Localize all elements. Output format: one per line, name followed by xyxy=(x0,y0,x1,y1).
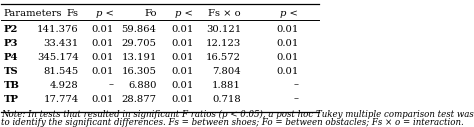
Text: 59.864: 59.864 xyxy=(122,25,157,34)
Text: p <: p < xyxy=(281,9,298,18)
Text: 81.545: 81.545 xyxy=(44,67,79,76)
Text: 0.718: 0.718 xyxy=(212,95,241,104)
Text: 30.121: 30.121 xyxy=(206,25,241,34)
Text: Fo: Fo xyxy=(144,9,157,18)
Text: Fs × o: Fs × o xyxy=(209,9,241,18)
Text: 0.01: 0.01 xyxy=(171,25,193,34)
Text: 0.01: 0.01 xyxy=(171,81,193,90)
Text: 0.01: 0.01 xyxy=(276,53,298,62)
Text: 0.01: 0.01 xyxy=(91,39,114,48)
Text: 6.880: 6.880 xyxy=(128,81,157,90)
Text: 0.01: 0.01 xyxy=(91,25,114,34)
Text: TP: TP xyxy=(4,95,19,104)
Text: 0.01: 0.01 xyxy=(91,53,114,62)
Text: 0.01: 0.01 xyxy=(171,95,193,104)
Text: Note: In tests that resulted in significant F ratios (p < 0.05), a post hoc Tuke: Note: In tests that resulted in signific… xyxy=(0,110,474,119)
Text: TS: TS xyxy=(4,67,18,76)
Text: 13.191: 13.191 xyxy=(121,53,157,62)
Text: 141.376: 141.376 xyxy=(37,25,79,34)
Text: 0.01: 0.01 xyxy=(276,25,298,34)
Text: 12.123: 12.123 xyxy=(206,39,241,48)
Text: 0.01: 0.01 xyxy=(171,53,193,62)
Text: –: – xyxy=(293,81,298,90)
Text: –: – xyxy=(109,81,114,90)
Text: P2: P2 xyxy=(4,25,18,34)
Text: to identify the significant differences. Fs = between shoes; Fo = between obstac: to identify the significant differences.… xyxy=(0,118,464,127)
Text: 29.705: 29.705 xyxy=(122,39,157,48)
Text: 0.01: 0.01 xyxy=(171,67,193,76)
Text: 28.877: 28.877 xyxy=(122,95,157,104)
Text: Parameters: Parameters xyxy=(4,9,63,18)
Text: 4.928: 4.928 xyxy=(50,81,79,90)
Text: 0.01: 0.01 xyxy=(276,39,298,48)
Text: p <: p < xyxy=(96,9,114,18)
Text: TB: TB xyxy=(4,81,20,90)
Text: 1.881: 1.881 xyxy=(212,81,241,90)
Text: 7.804: 7.804 xyxy=(212,67,241,76)
Text: 33.431: 33.431 xyxy=(44,39,79,48)
Text: p <: p < xyxy=(175,9,193,18)
Text: 0.01: 0.01 xyxy=(91,67,114,76)
Text: 0.01: 0.01 xyxy=(171,39,193,48)
Text: 16.305: 16.305 xyxy=(122,67,157,76)
Text: 16.572: 16.572 xyxy=(206,53,241,62)
Text: P3: P3 xyxy=(4,39,18,48)
Text: 0.01: 0.01 xyxy=(91,95,114,104)
Text: Fs: Fs xyxy=(67,9,79,18)
Text: 0.01: 0.01 xyxy=(276,67,298,76)
Text: P4: P4 xyxy=(4,53,18,62)
Text: 345.174: 345.174 xyxy=(37,53,79,62)
Text: 17.774: 17.774 xyxy=(44,95,79,104)
Text: –: – xyxy=(293,95,298,104)
